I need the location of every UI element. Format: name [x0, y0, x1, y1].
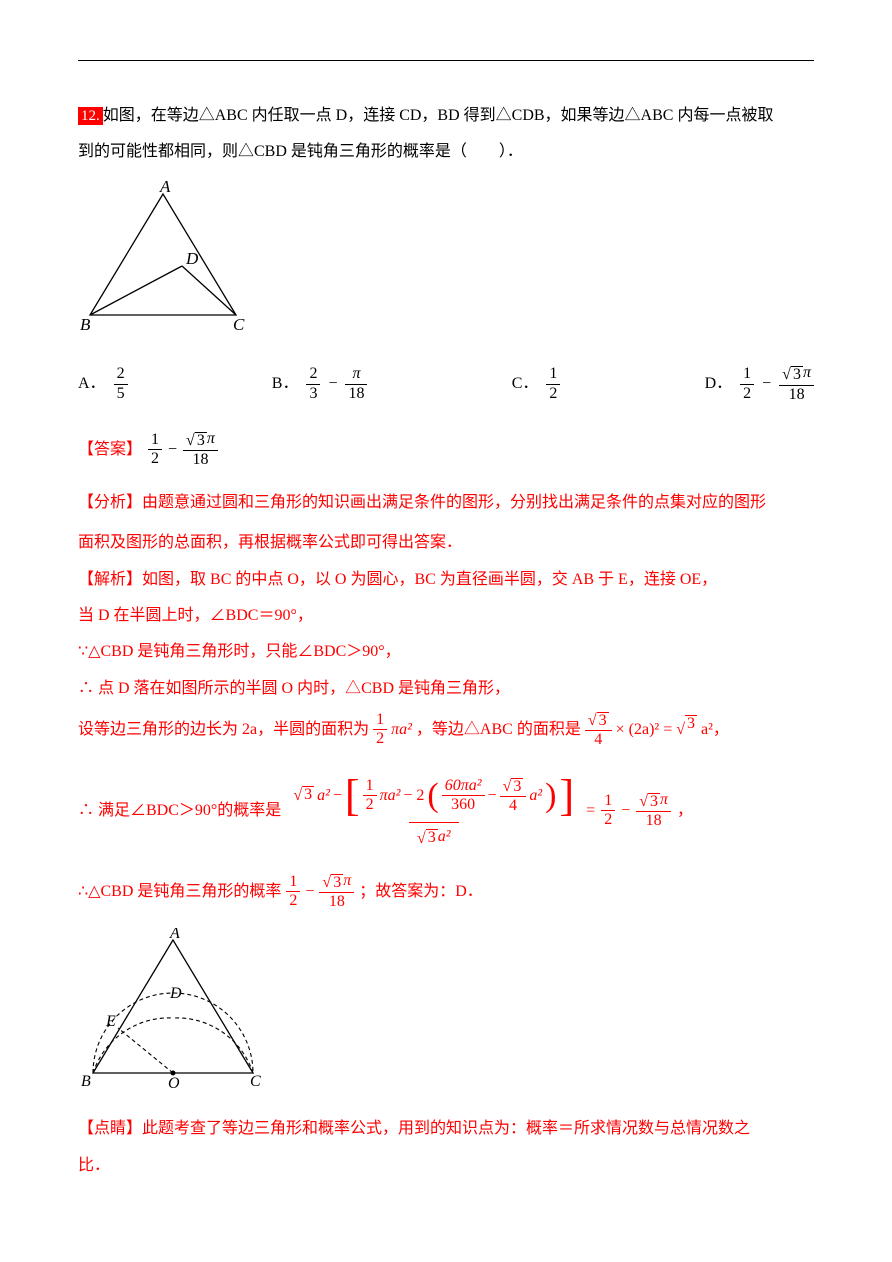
rhs-left: 1 2 [601, 792, 615, 830]
option-C-label: C． [512, 369, 539, 399]
option-C: C． 1 2 [512, 365, 561, 403]
option-B-left: 2 3 [306, 365, 320, 403]
analysis-block: 【分析】由题意通过圆和三角形的知识画出满足条件的图形，分别找出满足条件的点集对应… [78, 488, 814, 518]
label2-D: D [169, 985, 182, 1002]
label2-A: A [169, 928, 180, 942]
analysis-label: 【分析】 [78, 494, 142, 511]
solution-conclusion: ∴△CBD 是钝角三角形的概率 12 − √3π18 ；故答案为：D． [78, 872, 814, 912]
question-line2: 到的可能性都相同，则△CBD 是钝角三角形的概率是（ ）． [78, 137, 814, 167]
label2-O: O [168, 1075, 180, 1092]
comment-text1: 此题考查了等边三角形和概率公式，用到的知识点为：概率＝所求情况数与总情况数之 [142, 1120, 750, 1137]
question-number-badge: 12. [78, 107, 103, 125]
option-A-fraction: 2 5 [114, 365, 128, 403]
label2-B: B [81, 1073, 91, 1090]
big-probability-formula: ∴ 满足∠BDC＞90°的概率是 √3a² − [ 12 πa² − 2 ( 6… [78, 770, 814, 852]
options-row: A． 2 5 B． 2 3 − π 18 C． 1 2 D． 1 2 − √3π [78, 364, 814, 404]
half-frac: 1 2 [373, 711, 387, 749]
comment-text2: 比． [78, 1151, 814, 1181]
question-line1: 如图，在等边△ABC 内任取一点 D，连接 CD，BD 得到△CDB，如果等边△… [103, 107, 774, 124]
label-C: C [233, 315, 245, 334]
option-B: B． 2 3 − π 18 [272, 365, 368, 403]
solution-line3: ∵△CBD 是钝角三角形时，只能∠BDC＞90°， [78, 637, 814, 667]
answer-right-frac: √3π 18 [183, 430, 218, 470]
solution-line4: ∴ 点 D 落在如图所示的半圆 O 内时，△CBD 是钝角三角形， [78, 674, 814, 704]
big-formula-prefix: ∴ 满足∠BDC＞90°的概率是 [78, 796, 281, 826]
label2-E: E [105, 1013, 116, 1030]
sqrt3-over-4: √3 4 [585, 710, 612, 750]
triangle-diagram-2: A B C D E O [78, 928, 814, 1104]
answer-row: 【答案】 1 2 − √3π 18 [78, 430, 814, 470]
label-D: D [185, 249, 199, 268]
analysis-text1: 由题意通过圆和三角形的知识画出满足条件的图形，分别找出满足条件的点集对应的图形 [142, 494, 766, 511]
big-fraction: √3a² − [ 12 πa² − 2 ( 60πa²360 − √34 a² … [287, 770, 580, 852]
option-A: A． 2 5 [78, 365, 128, 403]
solution-line1: 【解析】如图，取 BC 的中点 O，以 O 为圆心，BC 为直径画半圆，交 AB… [78, 565, 814, 595]
option-D-right: √3π 18 [779, 364, 814, 404]
answer-left-frac: 1 2 [148, 431, 162, 469]
triangle-diagram-1: A B C D [78, 180, 814, 346]
minus-1: − [328, 369, 337, 399]
option-C-fraction: 1 2 [546, 365, 560, 403]
option-D-label: D． [705, 369, 733, 399]
question-stem: 12.如图，在等边△ABC 内任取一点 D，连接 CD，BD 得到△CDB，如果… [78, 101, 814, 131]
option-D-left: 1 2 [740, 365, 754, 403]
top-rule [78, 60, 814, 61]
label2-C: C [250, 1073, 261, 1090]
solution-label: 【解析】 [78, 571, 142, 588]
solution-line5: 设等边三角形的边长为 2a，半圆的面积为 1 2 πa² ，等边△ABC 的面积… [78, 710, 814, 750]
option-B-label: B． [272, 369, 299, 399]
comment-block: 【点睛】此题考查了等边三角形和概率公式，用到的知识点为：概率＝所求情况数与总情况… [78, 1114, 814, 1144]
option-B-right: π 18 [345, 365, 367, 403]
minus-3: − [168, 435, 177, 465]
option-D: D． 1 2 − √3π 18 [705, 364, 814, 404]
answer-label: 【答案】 [78, 435, 142, 465]
analysis-text2: 面积及图形的总面积，再根据概率公式即可得出答案． [78, 528, 814, 558]
label-A: A [159, 180, 171, 196]
solution-line2: 当 D 在半圆上时，∠BDC＝90°， [78, 601, 814, 631]
rhs-right: √3π 18 [636, 791, 671, 831]
option-A-label: A． [78, 369, 106, 399]
comment-label: 【点睛】 [78, 1120, 142, 1137]
label-B: B [80, 315, 91, 334]
minus-2: − [762, 369, 771, 399]
